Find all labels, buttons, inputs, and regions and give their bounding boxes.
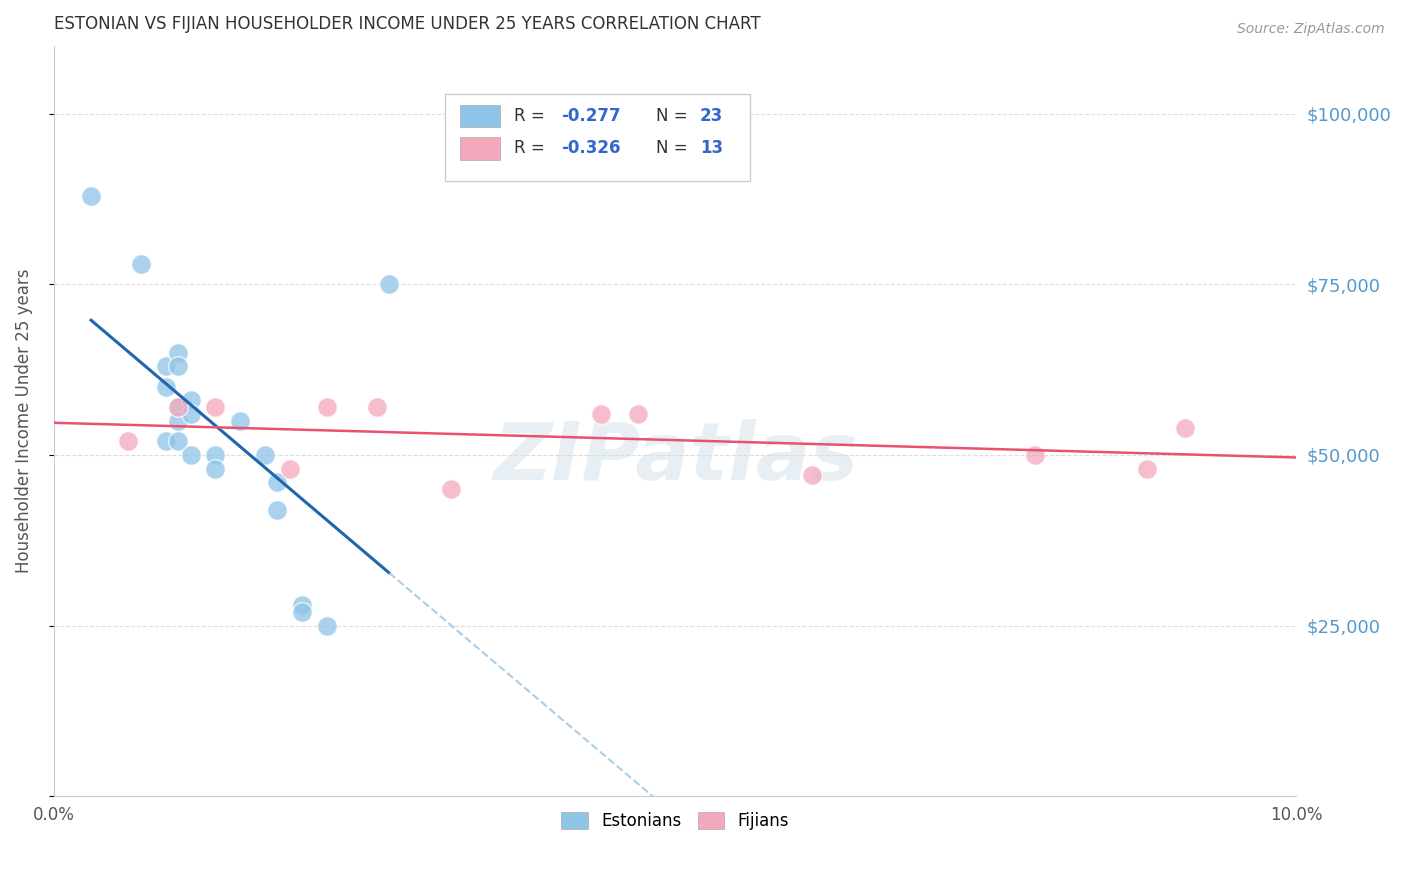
Point (167, 359, 190, 374)
Point (167, 434, 190, 449)
Point (291, 598, 314, 612)
Point (1024, 448, 1046, 462)
Point (180, 448, 202, 462)
Text: 23: 23 (700, 107, 723, 125)
Text: ZIPatlas: ZIPatlas (492, 419, 858, 498)
Point (117, 434, 139, 449)
Point (167, 401, 190, 415)
Point (129, 257, 152, 271)
Text: N =: N = (657, 139, 693, 158)
Legend: Estonians, Fijians: Estonians, Fijians (554, 805, 796, 837)
Text: ESTONIAN VS FIJIAN HOUSEHOLDER INCOME UNDER 25 YEARS CORRELATION CHART: ESTONIAN VS FIJIAN HOUSEHOLDER INCOME UN… (53, 15, 761, 33)
Point (440, 482, 463, 496)
Point (291, 605, 314, 619)
Point (167, 414, 190, 428)
Point (1174, 420, 1197, 434)
FancyBboxPatch shape (460, 105, 501, 128)
Point (180, 393, 202, 408)
Text: Source: ZipAtlas.com: Source: ZipAtlas.com (1237, 22, 1385, 37)
Point (204, 461, 226, 475)
Point (167, 401, 190, 415)
Point (180, 407, 202, 421)
Point (254, 448, 277, 462)
Point (229, 414, 252, 428)
Point (204, 401, 226, 415)
Text: -0.277: -0.277 (561, 107, 620, 125)
Point (589, 407, 612, 421)
Point (155, 434, 177, 449)
Point (627, 407, 650, 421)
Text: R =: R = (513, 139, 550, 158)
Text: R =: R = (513, 107, 550, 125)
Text: N =: N = (657, 107, 693, 125)
Text: 13: 13 (700, 139, 723, 158)
Point (80, 188, 103, 202)
Text: -0.326: -0.326 (561, 139, 620, 158)
Point (266, 502, 288, 516)
Point (204, 448, 226, 462)
FancyBboxPatch shape (460, 137, 501, 160)
Point (278, 461, 301, 475)
Point (366, 401, 388, 415)
Point (167, 345, 190, 359)
Y-axis label: Householder Income Under 25 years: Householder Income Under 25 years (15, 268, 32, 574)
FancyBboxPatch shape (446, 95, 749, 181)
Point (800, 468, 823, 483)
Point (266, 475, 288, 490)
Point (1136, 461, 1159, 475)
Point (378, 277, 401, 292)
Point (316, 401, 339, 415)
Point (155, 359, 177, 374)
Point (155, 380, 177, 394)
Point (316, 618, 339, 632)
